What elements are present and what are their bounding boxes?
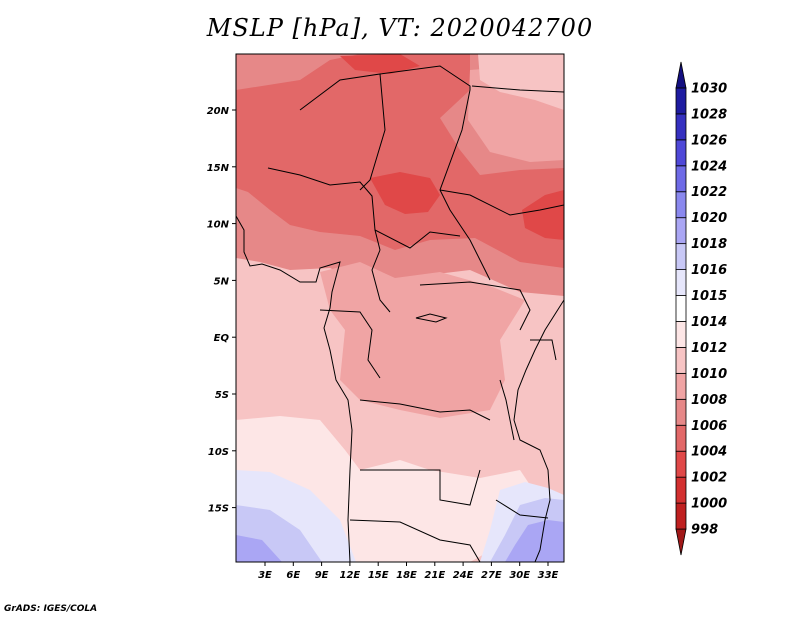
colorbar-swatch: [675, 398, 687, 426]
colorbar-swatch: [675, 243, 687, 270]
y-tick-label: 15N: [207, 163, 230, 174]
colorbar-label: 1018: [691, 237, 727, 252]
grads-credit: GrADS: IGES/COLA: [4, 604, 98, 614]
field-region-1006: [236, 54, 564, 268]
colorbar-label: 1002: [691, 471, 727, 486]
colorbar-label: 998: [691, 523, 718, 538]
x-tick-label: 21E: [424, 570, 445, 581]
colorbar-label: 1024: [691, 159, 727, 174]
x-tick-label: 6E: [286, 570, 300, 581]
border-line: [419, 281, 531, 331]
colorbar-swatch: [675, 295, 687, 322]
colorbar-swatch: [675, 139, 687, 167]
y-tick-label: 5N: [214, 276, 230, 287]
pressure-field: [236, 54, 564, 562]
border-line: [359, 399, 491, 421]
y-tick-label: 5S: [215, 390, 229, 401]
colorbar-label: 1006: [691, 419, 727, 434]
field-region-1004: [522, 190, 564, 240]
border-line: [299, 73, 386, 191]
x-tick-label: 33E: [538, 570, 559, 581]
colorbar: 998 1000 1002 1004 1006 1008 1010 1012 1014 1015 1…: [675, 61, 727, 556]
east-coastline: [513, 299, 564, 562]
colorbar-label: 1012: [691, 341, 727, 356]
colorbar-swatch: [675, 372, 687, 400]
colorbar-label: 1020: [691, 211, 727, 226]
colorbar-swatch: [675, 321, 687, 348]
x-tick-label: 30E: [509, 570, 530, 581]
colorbar-swatch: [675, 113, 687, 141]
y-tick-label: 10S: [208, 447, 229, 458]
border-line: [471, 85, 564, 93]
x-tick-label: 15E: [368, 570, 389, 581]
colorbar-swatch: [675, 450, 687, 478]
colorbar-label: 1015: [691, 289, 727, 304]
y-tick-label: 15S: [208, 504, 229, 515]
x-tick-label: 9E: [315, 570, 329, 581]
colorbar-swatch: [675, 347, 687, 374]
colorbar-label: 1010: [691, 367, 727, 382]
y-tick-label: EQ: [214, 333, 230, 344]
y-tick-label: 10N: [207, 220, 230, 231]
colorbar-swatch: [675, 476, 687, 504]
x-axis-ticks: 3E 6E 9E 12E 15E 18E 21E 24E 27E 30E 33E: [258, 562, 559, 581]
colorbar-swatch: [675, 502, 687, 530]
y-axis-ticks: 20N 15N 10N 5N EQ 5S 10S 15S: [207, 106, 236, 515]
colorbar-label: 1004: [691, 445, 727, 460]
border-line: [530, 339, 557, 361]
border-line: [379, 65, 491, 281]
lake-outline: [415, 313, 448, 323]
field-region-1010: [320, 262, 525, 418]
border-line: [439, 189, 564, 216]
border-line: [360, 469, 481, 506]
x-tick-label: 24E: [453, 570, 474, 581]
field-region-1020: [236, 535, 282, 562]
map-title: MSLP [hPa], VT: 2020042700: [206, 14, 594, 42]
colorbar-high-triangle: [675, 61, 687, 89]
x-tick-label: 18E: [396, 570, 417, 581]
colorbar-swatch: [675, 269, 687, 296]
colorbar-label: 1030: [691, 81, 727, 96]
colorbar-swatch: [675, 165, 687, 193]
field-region-1012: [478, 54, 564, 110]
colorbar-label: 1008: [691, 393, 727, 408]
colorbar-label: 1026: [691, 133, 727, 148]
colorbar-swatch: [675, 191, 687, 219]
river-line: [499, 379, 515, 441]
border-line: [495, 499, 549, 519]
border-line: [374, 229, 461, 249]
y-tick-label: 20N: [207, 106, 230, 117]
x-tick-label: 3E: [258, 570, 272, 581]
colorbar-swatch: [675, 424, 687, 452]
colorbar-low-triangle: [675, 528, 687, 556]
colorbar-label: 1028: [691, 107, 727, 122]
coastline: [236, 215, 353, 562]
border-line: [349, 519, 481, 562]
border-line: [371, 249, 391, 313]
colorbar-swatch: [675, 217, 687, 245]
field-region-1020: [505, 520, 564, 562]
colorbar-label: 1000: [691, 497, 727, 512]
field-region-1004: [340, 54, 420, 74]
plot-frame: [235, 53, 565, 563]
x-tick-label: 27E: [481, 570, 502, 581]
colorbar-label: 1022: [691, 185, 727, 200]
country-borders: [236, 65, 564, 562]
border-line: [319, 309, 381, 379]
colorbar-swatch: [675, 87, 687, 115]
x-tick-label: 12E: [340, 570, 361, 581]
colorbar-label: 1016: [691, 263, 727, 278]
colorbar-label: 1014: [691, 315, 727, 330]
field-region-1004: [370, 172, 440, 214]
